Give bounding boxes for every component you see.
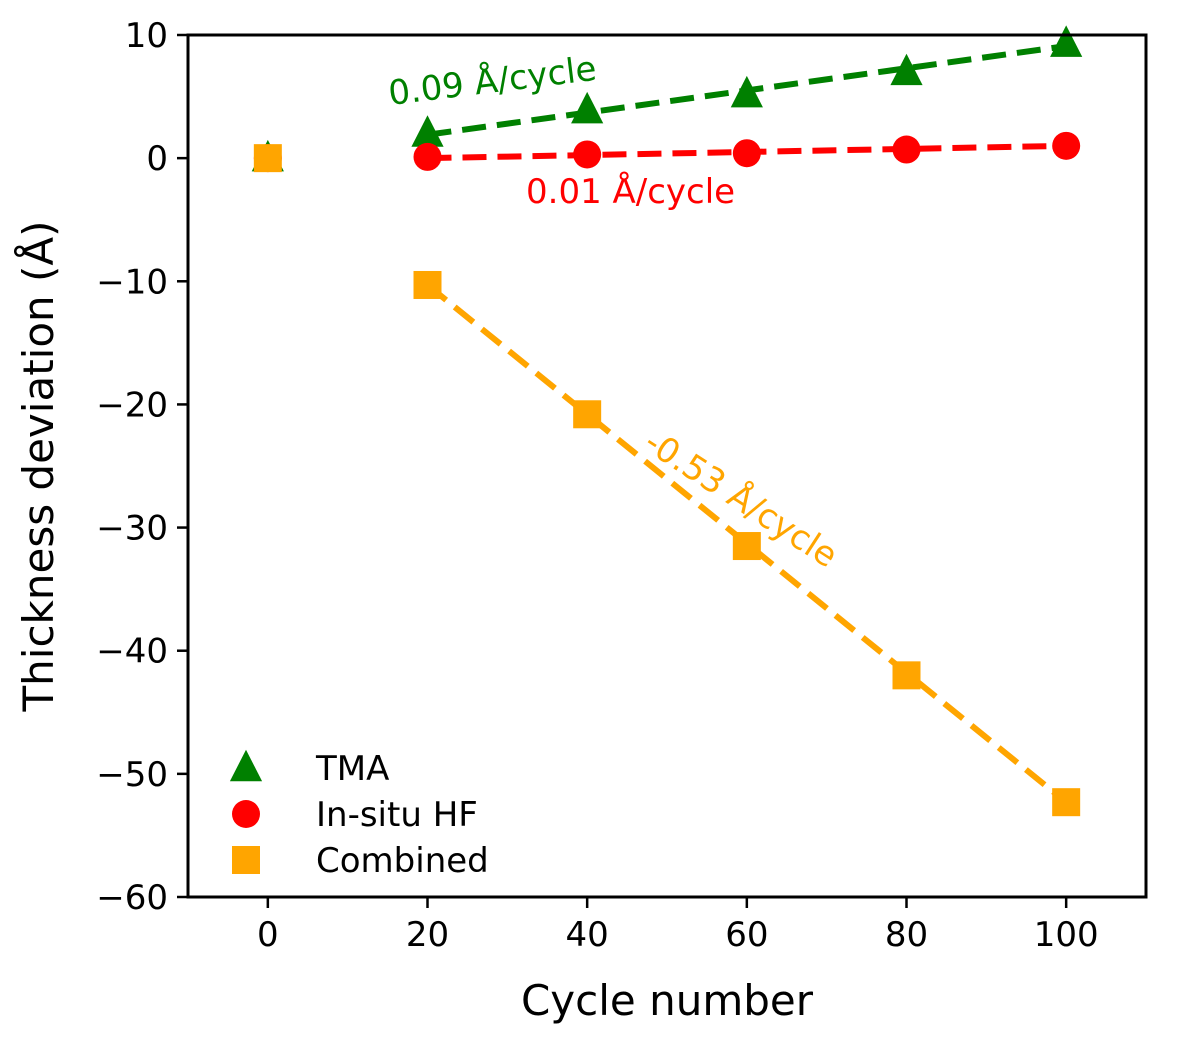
- data-point-tma: [411, 115, 444, 147]
- legend-label-in-situ-hf: In-situ HF: [316, 795, 478, 835]
- fit-line-combined: [425, 282, 1069, 805]
- legend-marker-combined: [232, 846, 260, 874]
- y-tick-label: 10: [125, 16, 168, 56]
- y-tick-label: −30: [96, 509, 168, 549]
- x-tick-label: 40: [566, 915, 609, 955]
- x-tick-label: 0: [257, 915, 279, 955]
- data-point-combined: [253, 144, 282, 173]
- y-tick-label: −40: [96, 632, 168, 672]
- data-point-tma: [571, 91, 604, 124]
- data-point-in-situ-hf: [413, 142, 442, 171]
- x-tick-label: 60: [725, 915, 768, 955]
- x-tick-label: 20: [406, 915, 449, 955]
- y-tick-label: −20: [96, 385, 168, 425]
- y-tick-label: −60: [96, 878, 168, 918]
- legend-label-tma: TMA: [315, 749, 389, 789]
- data-point-combined: [413, 270, 442, 299]
- data-point-tma: [730, 75, 763, 108]
- slope-label-in-situ-hf: 0.01 Å/cycle: [526, 171, 735, 212]
- y-tick-label: −10: [96, 262, 168, 302]
- plot-frame: [186, 33, 1148, 899]
- legend-marker-in-situ-hf: [232, 800, 260, 828]
- slope-label-tma: 0.09 Å/cycle: [386, 48, 599, 114]
- data-point-in-situ-hf: [732, 139, 761, 168]
- data-point-tma: [890, 53, 923, 86]
- x-tick-label: 100: [1034, 915, 1099, 955]
- data-point-combined: [573, 400, 602, 429]
- data-point-combined: [892, 661, 921, 690]
- points-layer: [251, 25, 1083, 817]
- data-point-in-situ-hf: [1052, 131, 1081, 160]
- y-axis-title: Thickness deviation (Å): [13, 221, 63, 713]
- y-tick-label: −50: [96, 755, 168, 795]
- data-point-in-situ-hf: [573, 140, 602, 169]
- legend-label-combined: Combined: [316, 841, 489, 881]
- x-axis-title: Cycle number: [521, 976, 814, 1025]
- data-point-combined: [732, 532, 761, 561]
- x-tick-label: 80: [885, 915, 928, 955]
- data-point-in-situ-hf: [892, 135, 921, 164]
- y-tick-label: 0: [146, 139, 168, 179]
- legend: TMA In-situ HF Combined: [229, 749, 489, 881]
- data-point-tma: [1050, 25, 1083, 57]
- data-point-combined: [1052, 788, 1081, 817]
- legend-marker-tma: [229, 749, 263, 782]
